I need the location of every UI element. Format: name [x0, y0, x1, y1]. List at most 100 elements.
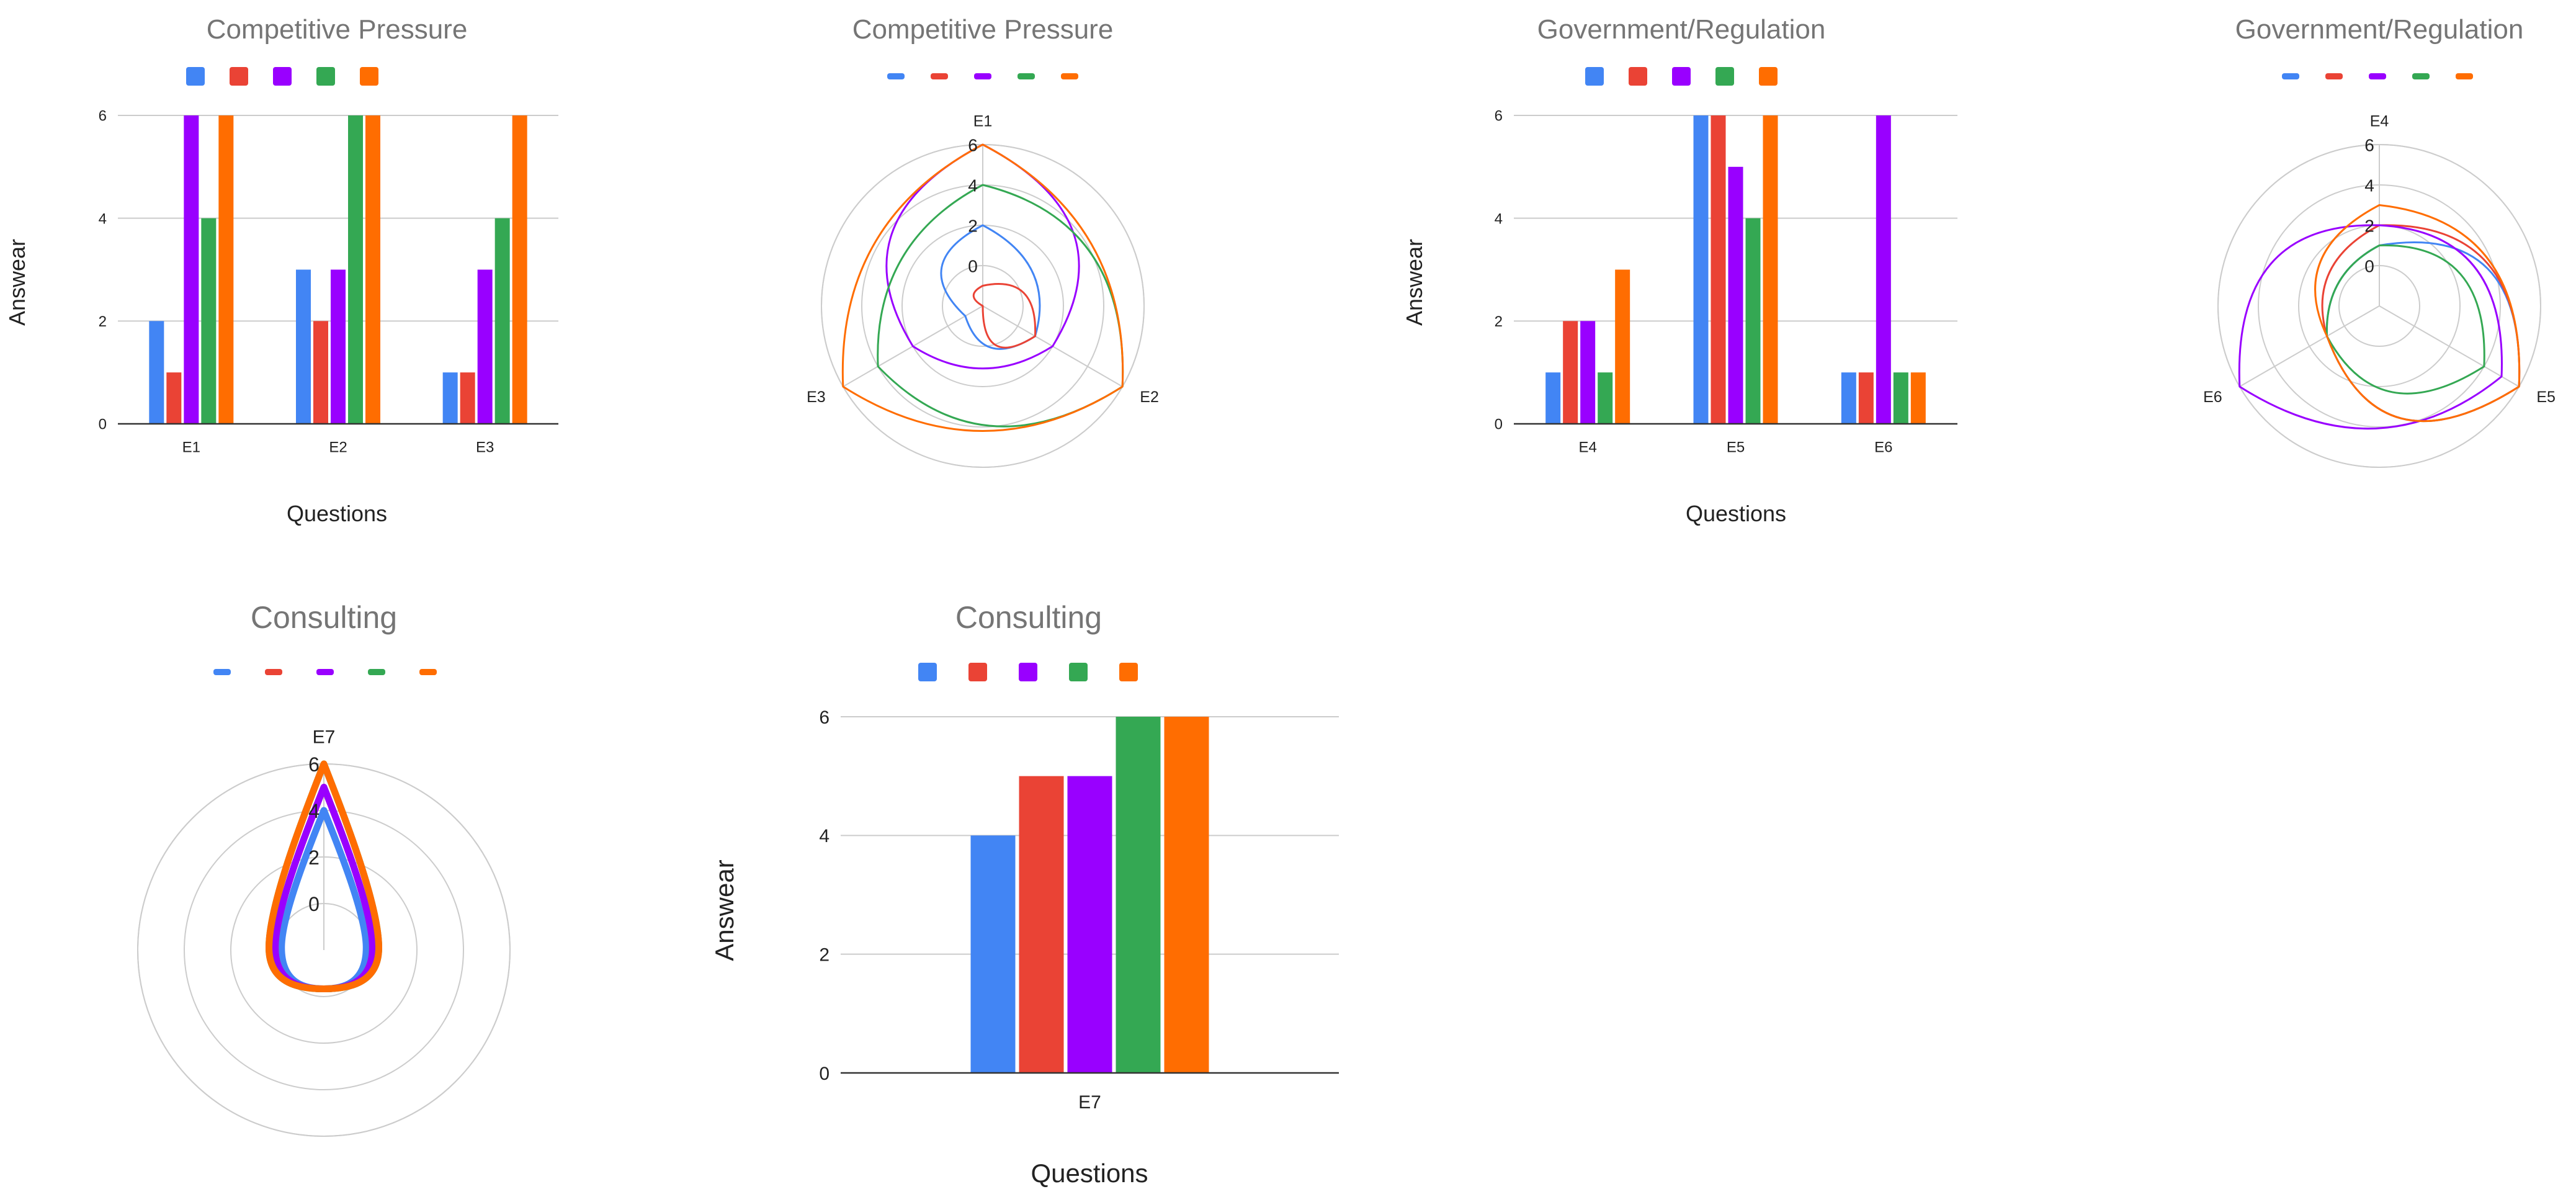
- chart-title: Government/Regulation: [1537, 14, 1826, 45]
- radar-series-line: [877, 184, 1124, 428]
- x-axis-title: Questions: [287, 501, 387, 526]
- bar: [1841, 372, 1856, 424]
- bar: [1910, 372, 1926, 424]
- radar-tick-label: 4: [968, 176, 978, 195]
- y-tick-label: 2: [99, 313, 107, 330]
- radar-spoke: [2239, 305, 2380, 387]
- y-tick-label: 4: [99, 210, 107, 227]
- chart-title: Competitive Pressure: [852, 14, 1114, 45]
- bar: [296, 269, 311, 424]
- y-axis-title: Answear: [4, 239, 30, 326]
- bar: [1693, 115, 1709, 424]
- legend-swatch: [230, 67, 248, 86]
- legend-swatch: [1019, 663, 1037, 681]
- y-axis-title: Answear: [1402, 239, 1427, 326]
- legend-swatch: [931, 73, 948, 79]
- radar-series-line: [940, 224, 1041, 350]
- radar-category-label: E6: [2203, 388, 2222, 406]
- legend-swatch: [316, 67, 335, 86]
- radar-category-label: E5: [2536, 388, 2556, 406]
- y-tick-label: 0: [99, 416, 107, 433]
- chart-government-radar: Government/Regulation E4 E5 E6 0 2 4 6: [2203, 14, 2556, 468]
- legend-swatch: [1119, 663, 1138, 681]
- chart-title: Consulting: [251, 600, 397, 635]
- radar-series-line: [841, 143, 1124, 432]
- y-tick-label: 0: [819, 1064, 830, 1084]
- legend-swatch: [1629, 67, 1647, 86]
- legend-swatch: [2456, 73, 2473, 79]
- x-category-label: E1: [182, 439, 200, 456]
- radar-category-label: E3: [807, 388, 826, 406]
- bar: [1615, 269, 1630, 424]
- chart-consulting-radar: Consulting E7 0 2 4 6: [137, 600, 511, 1137]
- bar: [348, 115, 363, 424]
- bar: [1545, 372, 1561, 424]
- legend-swatch: [213, 669, 231, 675]
- legend-swatch: [316, 669, 334, 675]
- bar: [970, 835, 1016, 1073]
- bar: [1116, 717, 1161, 1073]
- chart-consulting-bar: Consulting 0 2 4 6 E7 Questions Answear: [710, 600, 1339, 1188]
- y-tick-label: 2: [1495, 313, 1503, 330]
- radar-tick-label: 6: [968, 136, 978, 155]
- bar: [149, 321, 164, 424]
- y-tick-label: 0: [1495, 416, 1503, 433]
- y-tick-label: 6: [1495, 108, 1503, 125]
- radar-tick-label: 4: [308, 800, 320, 822]
- chart-competitive-bar: Competitive Pressure 0 2 4 6 E1 E2 E3 Questions A…: [4, 14, 558, 526]
- y-axis-title: Answear: [710, 859, 739, 961]
- radar-series-line: [2325, 244, 2485, 395]
- radar-tick-label: 2: [2364, 217, 2374, 236]
- chart-competitive-radar: Competitive Pressure E1 E2 E3 0 2 4 6: [807, 14, 1159, 468]
- bar: [201, 218, 217, 424]
- legend-swatch: [1017, 73, 1035, 79]
- legend-swatch: [2369, 73, 2386, 79]
- bar: [1598, 372, 1613, 424]
- legend-swatch: [1061, 73, 1078, 79]
- x-category-label: E5: [1727, 439, 1745, 456]
- radar-series-line: [2314, 204, 2521, 423]
- radar-tick-label: 2: [968, 217, 978, 236]
- radar-category-label: E7: [313, 727, 336, 747]
- bar: [365, 115, 380, 424]
- y-tick-label: 6: [99, 108, 107, 125]
- y-tick-label: 4: [1495, 210, 1503, 227]
- legend-swatch: [419, 669, 437, 675]
- radar-tick-label: 0: [2364, 257, 2374, 276]
- bar: [166, 372, 182, 424]
- y-tick-label: 4: [819, 826, 830, 846]
- y-tick-label: 2: [819, 944, 830, 965]
- x-category-label: E4: [1578, 439, 1596, 456]
- bar: [218, 115, 234, 424]
- bar: [1745, 218, 1761, 424]
- legend-swatch: [273, 67, 292, 86]
- legend-swatch: [265, 669, 282, 675]
- bar: [460, 372, 475, 424]
- legend-swatch: [368, 669, 385, 675]
- chart-government-bar: Government/Regulation 0 2 4 6 E4 E5 E6 Questions…: [1402, 14, 1957, 526]
- radar-tick-label: 6: [308, 753, 320, 776]
- radar-tick-label: 0: [968, 257, 978, 276]
- radar-series-line: [885, 143, 1080, 370]
- legend-swatch: [1069, 663, 1088, 681]
- bar: [1876, 115, 1891, 424]
- legend-swatch: [2412, 73, 2430, 79]
- legend-swatch: [186, 67, 205, 86]
- legend-swatch: [360, 67, 378, 86]
- legend-swatch: [968, 663, 987, 681]
- x-category-label: E3: [476, 439, 494, 456]
- radar-category-label: E2: [1140, 388, 1159, 406]
- bar: [477, 269, 493, 424]
- x-axis-title: Questions: [1686, 501, 1786, 526]
- radar-category-label: E1: [973, 113, 993, 130]
- bar: [331, 269, 346, 424]
- x-category-label: E6: [1874, 439, 1892, 456]
- radar-spoke: [2379, 305, 2520, 387]
- legend-swatch: [974, 73, 991, 79]
- legend-swatch: [2282, 73, 2299, 79]
- bar: [1580, 321, 1596, 424]
- bar: [512, 115, 527, 424]
- bar: [494, 218, 510, 424]
